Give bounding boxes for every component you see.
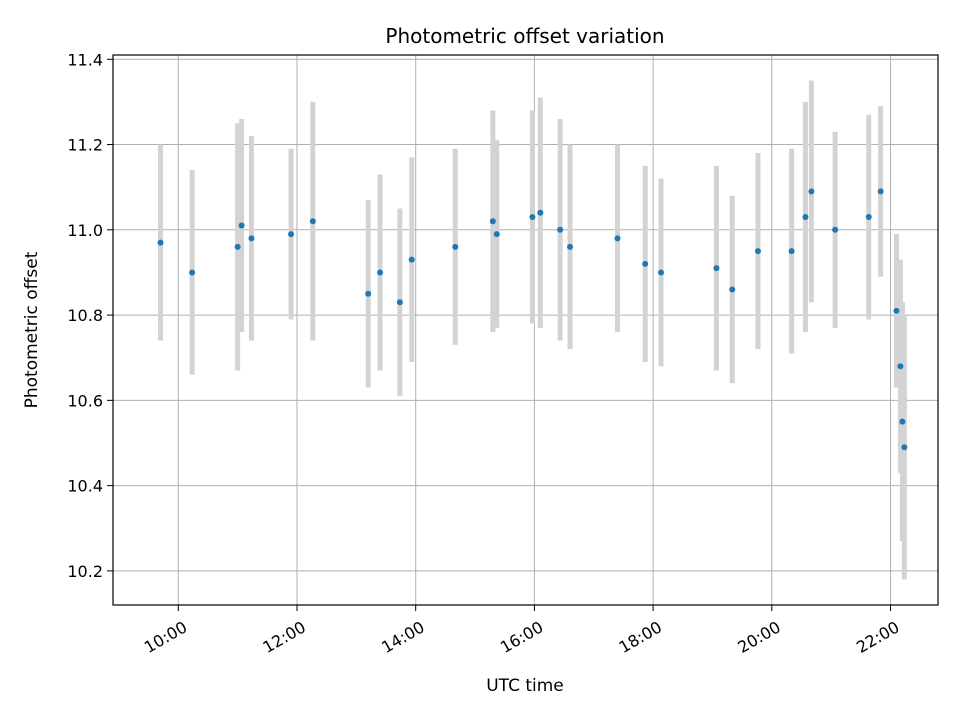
data-point	[396, 299, 403, 306]
data-point	[754, 248, 761, 255]
x-tick-label: 20:00	[734, 617, 783, 657]
data-point	[365, 290, 372, 297]
data-point	[788, 248, 795, 255]
data-point	[808, 188, 815, 195]
data-point	[408, 256, 415, 263]
y-axis: 10.2 10.4 10.6 10.8 11.0 11.2 11.4	[67, 50, 113, 581]
data-point	[832, 226, 839, 233]
plot-frame	[112, 54, 939, 606]
x-tick-label: 14:00	[378, 617, 427, 657]
y-axis-title: Photometric offset	[22, 251, 42, 408]
data-point	[288, 231, 295, 238]
x-tick-label: 16:00	[497, 617, 546, 657]
data-point	[713, 265, 720, 272]
y-tick-label: 11.2	[67, 136, 103, 155]
data-point	[901, 444, 908, 451]
data-point	[802, 214, 809, 221]
y-tick-label: 10.4	[67, 477, 103, 496]
data-point	[248, 235, 255, 242]
x-axis-title: UTC time	[486, 676, 564, 696]
data-point	[658, 269, 665, 276]
x-tick-label: 22:00	[853, 617, 902, 657]
data-point	[877, 188, 884, 195]
data-point	[614, 235, 621, 242]
data-point	[452, 243, 459, 250]
y-tick-label: 10.6	[67, 391, 103, 410]
data-point	[529, 214, 536, 221]
x-axis: 10:00 12:00 14:00 16:00 18:00 20:00 22:00	[141, 605, 903, 657]
data-point	[493, 231, 500, 238]
x-tick-label: 12:00	[260, 617, 309, 657]
data-point	[189, 269, 196, 276]
error-bars	[157, 80, 907, 580]
chart-title: Photometric offset variation	[385, 24, 664, 48]
data-point	[897, 363, 904, 370]
data-point	[729, 286, 736, 293]
data-point	[899, 418, 906, 425]
x-tick-label: 10:00	[141, 617, 190, 657]
data-point	[537, 209, 544, 216]
data-point	[642, 260, 649, 267]
y-tick-label: 10.2	[67, 562, 103, 581]
data-point	[865, 214, 872, 221]
y-tick-label: 11.4	[67, 50, 103, 69]
data-point	[893, 307, 900, 314]
data-point	[309, 218, 316, 225]
data-point	[234, 243, 241, 250]
data-point	[489, 218, 496, 225]
x-tick-label: 18:00	[616, 617, 665, 657]
data-point	[377, 269, 384, 276]
data-point	[567, 243, 574, 250]
data-point	[557, 226, 564, 233]
data-point	[238, 222, 245, 229]
data-point	[157, 239, 164, 246]
y-tick-label: 11.0	[67, 221, 103, 240]
data-points	[157, 188, 908, 451]
y-tick-label: 10.8	[67, 306, 103, 325]
